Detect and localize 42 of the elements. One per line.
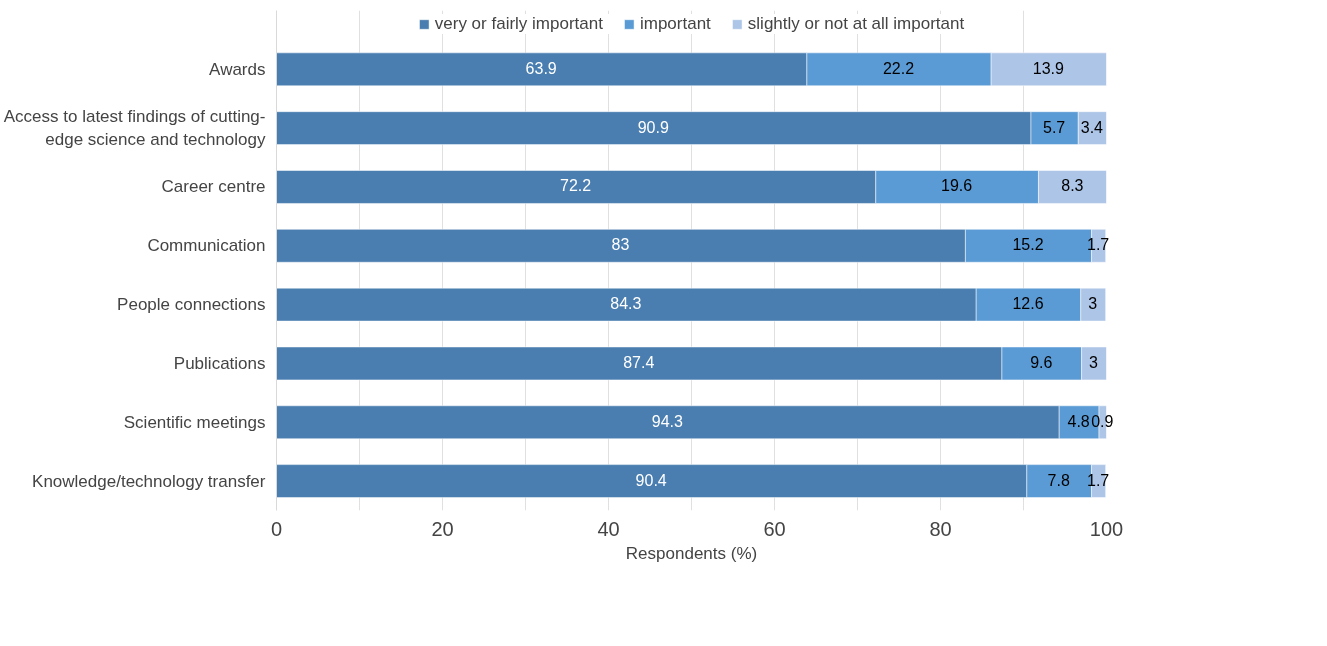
y-tick-label: Scientific meetings xyxy=(123,412,266,432)
data-label: 1.7 xyxy=(1086,236,1110,255)
y-tick-label: People connections xyxy=(117,295,266,315)
data-label: 19.6 xyxy=(941,177,973,196)
x-tick-label: 80 xyxy=(929,517,952,540)
data-label: 83 xyxy=(611,236,630,255)
data-label: 4.8 xyxy=(1067,412,1090,431)
x-tick-label: 40 xyxy=(597,517,620,540)
y-tick-label: Communication xyxy=(147,236,266,256)
data-label: 1.7 xyxy=(1086,471,1110,490)
data-label: 3 xyxy=(1089,353,1098,372)
y-tick-label: Career centre xyxy=(161,177,266,197)
y-tick-label: Knowledge/technology transfer xyxy=(32,471,266,491)
x-tick-label: 0 xyxy=(270,517,283,540)
data-label: 22.2 xyxy=(882,59,915,78)
data-label: 5.7 xyxy=(1043,118,1066,137)
y-tick-label: Awards xyxy=(209,59,266,79)
x-tick-label: 60 xyxy=(763,517,786,540)
legend-label: slightly or not at all important xyxy=(747,14,965,34)
data-label: 3 xyxy=(1088,295,1098,314)
data-label: 8.3 xyxy=(1061,177,1084,196)
y-tick-label: Access to latest findings of cutting- edge science and technology xyxy=(3,107,266,150)
data-label: 15.2 xyxy=(1012,236,1044,255)
x-axis-title: Respondents (%) xyxy=(625,543,758,563)
y-tick-label: Publications xyxy=(173,353,266,373)
data-label: 87.4 xyxy=(623,353,655,372)
data-label: 12.6 xyxy=(1012,295,1044,314)
data-label: 90.4 xyxy=(635,471,667,490)
data-label: 13.9 xyxy=(1032,59,1064,78)
legend-label: important xyxy=(639,14,711,34)
data-label: 3.4 xyxy=(1080,118,1103,137)
x-tick-label: 20 xyxy=(431,517,454,540)
data-label: 0.9 xyxy=(1091,412,1114,431)
data-label: 94.3 xyxy=(651,412,683,431)
data-label: 72.2 xyxy=(560,177,592,196)
data-label: 7.8 xyxy=(1047,471,1070,490)
legend-label: very or fairly important xyxy=(434,14,603,34)
data-label: 84.3 xyxy=(610,295,642,314)
data-label: 9.6 xyxy=(1030,353,1053,372)
x-tick-label: 100 xyxy=(1089,517,1124,540)
data-label: 63.9 xyxy=(525,59,557,78)
data-label: 90.9 xyxy=(637,118,669,137)
